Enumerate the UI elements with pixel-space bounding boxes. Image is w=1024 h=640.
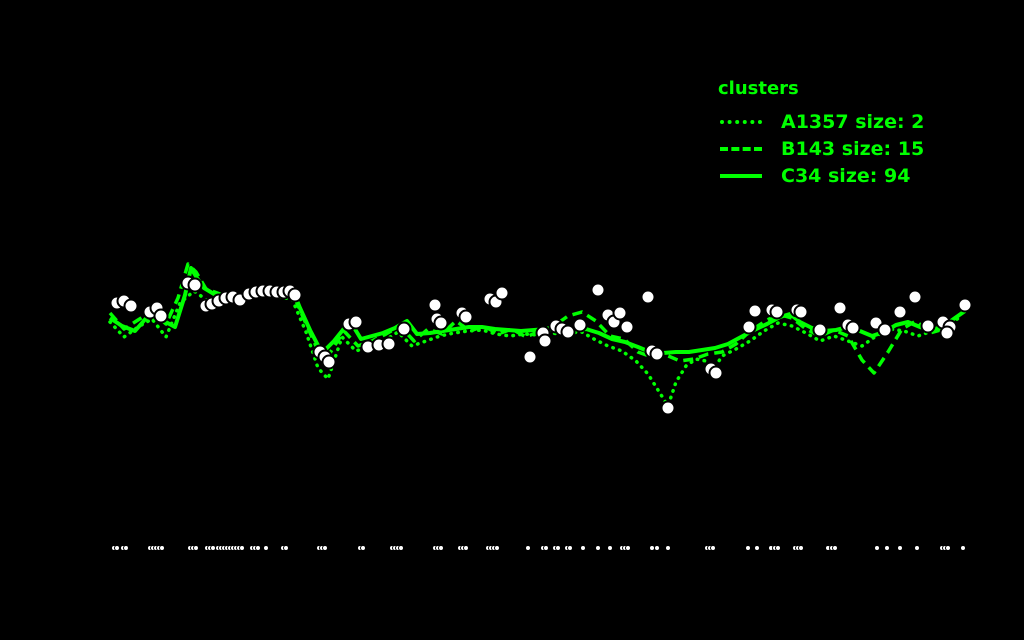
rug-dot — [494, 545, 500, 551]
rug-dot — [123, 545, 129, 551]
scatter-point — [920, 318, 936, 334]
scatter-point — [522, 349, 538, 365]
scatter-point — [187, 277, 203, 293]
rug-dot — [283, 545, 289, 551]
rug-dot — [665, 545, 671, 551]
legend-entry-label: C34 size: 94 — [781, 164, 911, 187]
scatter-point — [660, 400, 676, 416]
legend-entry-label: A1357 size: 2 — [781, 110, 925, 133]
scatter-point — [769, 304, 785, 320]
scatter-point — [939, 325, 955, 341]
rug-dot — [360, 545, 366, 551]
scatter-point — [747, 303, 763, 319]
rug-dot — [945, 545, 951, 551]
rug-dot — [438, 545, 444, 551]
legend-line-sample-dotted — [720, 119, 762, 124]
scatter-point — [287, 287, 303, 303]
rug-dot — [798, 545, 804, 551]
scatter-point — [396, 321, 412, 337]
scatter-point — [612, 305, 628, 321]
rug-dot — [775, 545, 781, 551]
rug-dot — [649, 545, 655, 551]
legend-title: clusters — [718, 78, 799, 99]
scatter-point — [572, 317, 588, 333]
scatter-point — [494, 285, 510, 301]
rug-dot — [884, 545, 890, 551]
rug-dot — [625, 545, 631, 551]
rug-dot — [607, 545, 613, 551]
rug-dot — [543, 545, 549, 551]
rug-dot — [654, 545, 660, 551]
rug-dot — [159, 545, 165, 551]
series-line-a1357 — [108, 289, 962, 408]
rug-dot — [555, 545, 561, 551]
legend-entry-label: B143 size: 15 — [781, 137, 925, 160]
scatter-point — [640, 289, 656, 305]
scatter-point — [537, 333, 553, 349]
scatter-point — [957, 297, 973, 313]
legend-entry-b143: B143 size: 15 — [714, 135, 924, 162]
scatter-point — [123, 298, 139, 314]
rug-dot — [874, 545, 880, 551]
scatter-point — [907, 289, 923, 305]
scatter-point — [877, 322, 893, 338]
rug-dot — [463, 545, 469, 551]
scatter-point — [560, 324, 576, 340]
legend-line-sample-solid — [720, 173, 762, 178]
rug-dot — [914, 545, 920, 551]
scatter-point — [590, 282, 606, 298]
scatter-point — [458, 309, 474, 325]
scatter-point — [793, 304, 809, 320]
rug-dot — [745, 545, 751, 551]
rug-dot — [210, 545, 216, 551]
legend-entry-c34: C34 size: 94 — [714, 162, 924, 189]
rug-dot — [322, 545, 328, 551]
rug-dot — [595, 545, 601, 551]
rug-dot — [567, 545, 573, 551]
rug-dot — [960, 545, 966, 551]
scatter-point — [892, 304, 908, 320]
chart-legend: clusters A1357 size: 2 B143 size: 15 C34… — [714, 78, 924, 189]
scatter-point — [321, 354, 337, 370]
rug-dot — [193, 545, 199, 551]
rug-dot — [897, 545, 903, 551]
rug-dot — [710, 545, 716, 551]
rug-dot — [525, 545, 531, 551]
scatter-point — [153, 308, 169, 324]
scatter-point — [427, 297, 443, 313]
scatter-point — [381, 336, 397, 352]
rug-dot — [263, 545, 269, 551]
rug-dot — [114, 545, 120, 551]
rug-dot — [754, 545, 760, 551]
legend-line-sample-dashed — [720, 146, 762, 151]
scatter-point — [433, 315, 449, 331]
scatter-point — [845, 320, 861, 336]
rug-dot — [832, 545, 838, 551]
scatter-point — [832, 300, 848, 316]
scatter-point — [708, 365, 724, 381]
rug-dot — [580, 545, 586, 551]
legend-entry-a1357: A1357 size: 2 — [714, 108, 924, 135]
scatter-point — [812, 322, 828, 338]
scatter-point — [348, 314, 364, 330]
rug-dot — [239, 545, 245, 551]
rug-dot — [398, 545, 404, 551]
scatter-point — [619, 319, 635, 335]
scatter-point — [741, 319, 757, 335]
scatter-point — [649, 346, 665, 362]
rug-dot — [255, 545, 261, 551]
